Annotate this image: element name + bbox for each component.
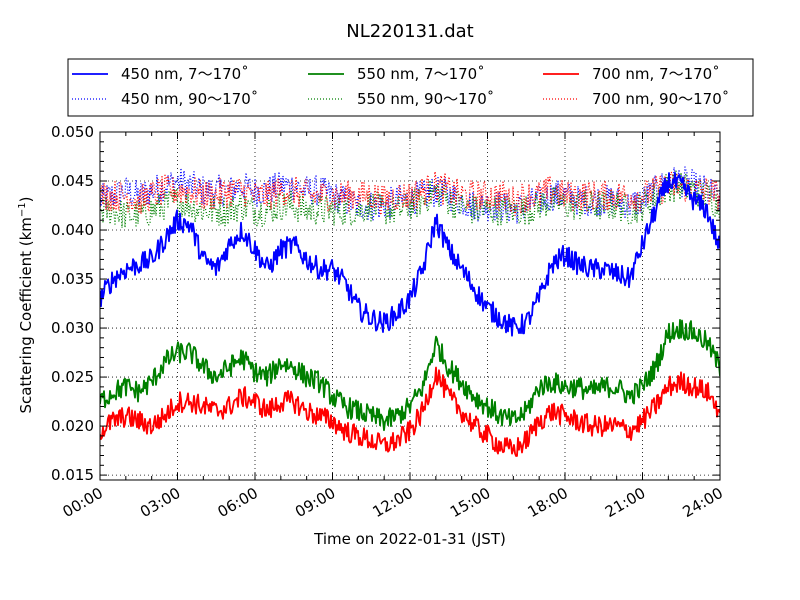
- y-axis-label: Scattering Coefficient (km−1): [17, 196, 35, 413]
- legend-label-3: 550 nm, 90～170˚: [357, 90, 494, 108]
- y-tick-label: 0.050: [51, 123, 94, 141]
- legend-label-2: 550 nm, 7～170˚: [357, 65, 485, 83]
- series-line-5: [100, 170, 720, 217]
- x-tick-label: 12:00: [370, 484, 416, 521]
- y-tick-label: 0.020: [51, 417, 94, 435]
- legend-box: [67, 58, 754, 117]
- y-tick-label: 0.035: [51, 270, 94, 288]
- y-tick-label: 0.015: [51, 466, 94, 484]
- y-axis-label-superscript: −1: [17, 202, 28, 217]
- x-tick-label: 18:00: [525, 484, 571, 521]
- legend-label-1: 450 nm, 90～170˚: [121, 90, 258, 108]
- x-tick-label: 03:00: [137, 484, 183, 521]
- y-tick-label: 0.025: [51, 368, 94, 386]
- x-tick-label: 09:00: [292, 484, 338, 521]
- series-layer: [100, 166, 720, 457]
- y-axis-label-end: ): [17, 196, 35, 202]
- series-line-2: [100, 318, 720, 432]
- series-line-0: [100, 171, 720, 337]
- x-tick-label: 06:00: [215, 484, 261, 521]
- x-tick-label: 15:00: [447, 484, 493, 521]
- x-tick-label: 24:00: [680, 484, 726, 521]
- legend-label-0: 450 nm, 7～170˚: [121, 65, 249, 83]
- chart-title: NL220131.dat: [346, 21, 473, 42]
- x-tick-label: 21:00: [602, 484, 648, 521]
- y-axis-label-main: Scattering Coefficient (km: [17, 217, 35, 413]
- axes: 00:00 03:00 06:00 09:00 12:00 15:00 18:00 21:00…: [51, 123, 726, 521]
- legend: 450 nm, 7～170˚ 450 nm, 90～170˚ 550 nm, 7～1…: [67, 58, 754, 117]
- y-tick-label: 0.045: [51, 172, 94, 190]
- y-tick-label: 0.030: [51, 319, 94, 337]
- series-line-4: [100, 366, 720, 457]
- x-tick-label: 00:00: [60, 484, 106, 521]
- y-tick-label: 0.040: [51, 221, 94, 239]
- legend-label-5: 700 nm, 90～170˚: [592, 90, 729, 108]
- x-axis-label: Time on 2022-01-31 (JST): [313, 530, 506, 548]
- legend-label-4: 700 nm, 7～170˚: [592, 65, 720, 83]
